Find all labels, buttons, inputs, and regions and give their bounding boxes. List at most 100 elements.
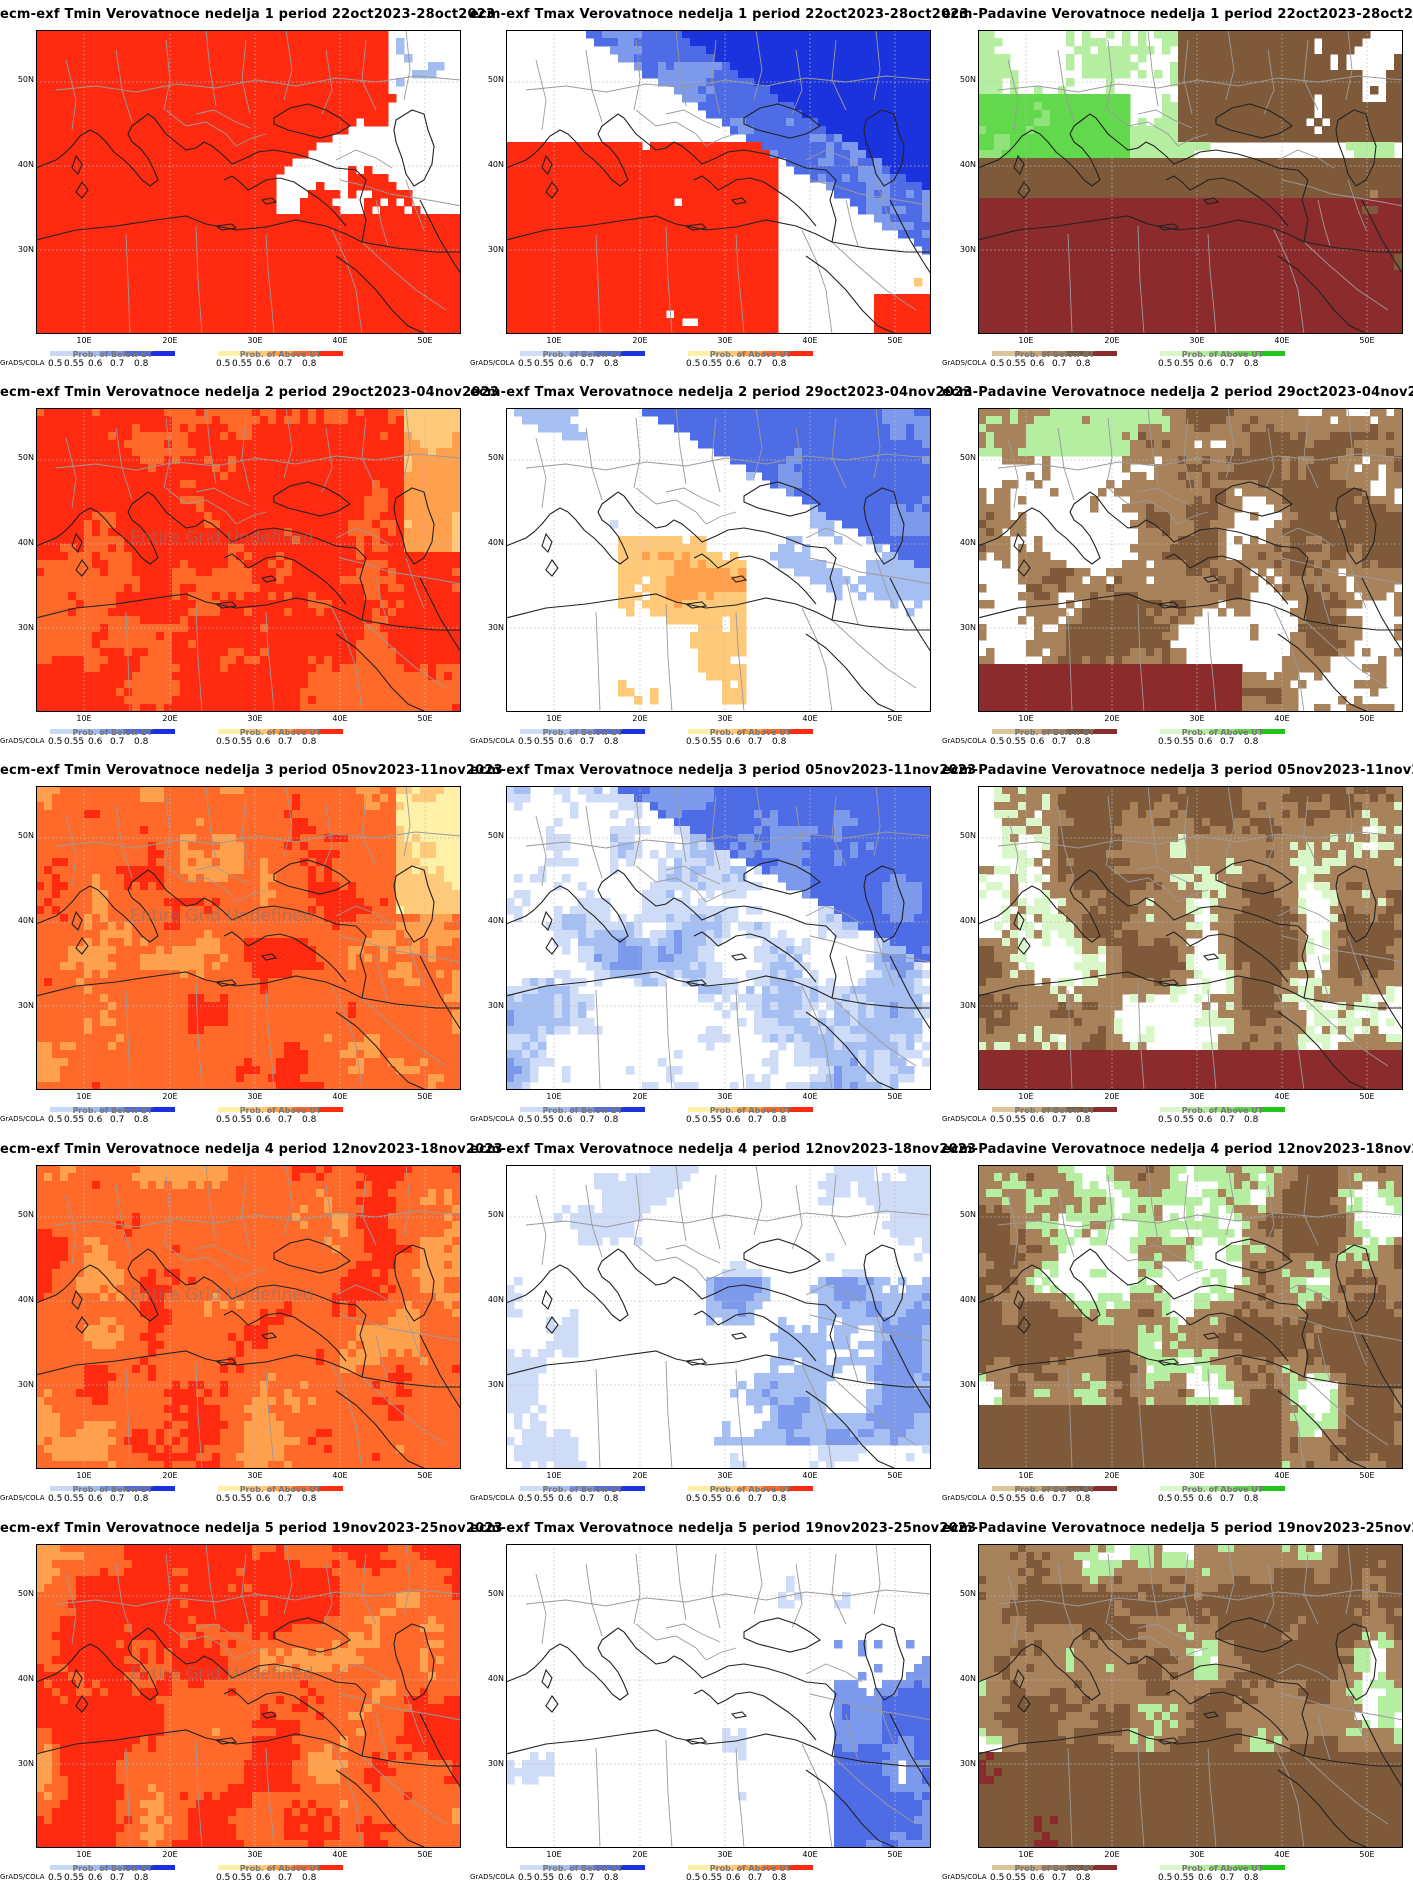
longitude-label: 30E — [240, 1471, 270, 1480]
colorbar-swatch — [520, 1486, 545, 1491]
colorbar-swatch — [1067, 1107, 1092, 1112]
longitude-label: 40E — [795, 1092, 825, 1101]
longitude-label: 30E — [240, 714, 270, 723]
legend: GrADS/COLA Prob. of Below BT 0.5 0.55 0.6 0.7… — [942, 1099, 1412, 1135]
colorbar-tick-label: 0.8 — [604, 359, 618, 369]
colorbar-caption: Prob. of Below BT — [520, 728, 645, 737]
latitude-label: 40N — [946, 538, 976, 547]
colorbar-tick-label: 0.8 — [1244, 359, 1258, 369]
colorbar-tick-label: 0.7 — [1220, 1873, 1234, 1883]
colorbar-tick-label: 0.55 — [1006, 737, 1026, 747]
colorbar-tick-label: 0.7 — [748, 1494, 762, 1504]
panel-title: ecm-exf Tmax Verovatnoce nedelja 1 perio… — [470, 7, 969, 22]
probability-field — [36, 1544, 461, 1848]
latitude-label: 30N — [946, 1380, 976, 1389]
latitude-label: 30N — [946, 245, 976, 254]
colorbar-swatch — [75, 729, 100, 734]
map-panel-precip-week-2: ecm-Padavine Verovatnoce nedelja 2 perio… — [942, 378, 1413, 757]
colorbar-tick-label: 0.7 — [1052, 1873, 1066, 1883]
longitude-label: 10E — [69, 1092, 99, 1101]
longitude-label: 50E — [880, 1092, 910, 1101]
colorbar-tick-label: 0.55 — [1174, 359, 1194, 369]
latitude-label: 40N — [474, 160, 504, 169]
longitude-label: 20E — [155, 714, 185, 723]
colorbar-swatch — [1235, 1865, 1260, 1870]
longitude-label: 50E — [880, 714, 910, 723]
colorbar-tick-label: 0.5 — [518, 1873, 532, 1883]
probability-field — [506, 1576, 931, 1848]
legend: GrADS/COLA Prob. of Below BT 0.5 0.55 0.6 0.7… — [0, 1099, 470, 1135]
colorbar-caption: Prob. of Below BT — [520, 1864, 645, 1873]
colorbar-swatch — [545, 1107, 570, 1112]
colorbar-swatch — [318, 351, 343, 356]
colorbar-swatch — [1260, 1486, 1285, 1491]
colorbar-tick-label: 0.8 — [604, 1115, 618, 1125]
longitude-label: 10E — [539, 1850, 569, 1859]
longitude-label: 30E — [710, 714, 740, 723]
colorbar-tick-label: 0.5 — [216, 359, 230, 369]
colorbar-swatch — [1235, 1486, 1260, 1491]
colorbar-tick-label: 0.6 — [726, 737, 740, 747]
colorbar-swatch — [620, 1865, 645, 1870]
colorbar-tick-label: 0.55 — [702, 1873, 722, 1883]
map-canvas — [506, 1544, 931, 1848]
colorbar-tick-label: 0.55 — [1174, 1873, 1194, 1883]
longitude-label: 40E — [795, 1850, 825, 1859]
longitude-label: 40E — [1267, 336, 1297, 345]
latitude-label: 30N — [474, 245, 504, 254]
latitude-label: 30N — [4, 1001, 34, 1010]
latitude-label: 50N — [474, 831, 504, 840]
latitude-label: 30N — [4, 623, 34, 632]
colorbar-tick-label: 0.6 — [1198, 1873, 1212, 1883]
latitude-label: 30N — [474, 623, 504, 632]
longitude-label: 50E — [410, 1092, 440, 1101]
colorbar-swatch — [570, 1107, 595, 1112]
colorbar-tick-label: 0.55 — [1174, 737, 1194, 747]
colorbar-tick-label: 0.6 — [1030, 359, 1044, 369]
colorbar-tick-label: 0.5 — [518, 737, 532, 747]
longitude-label: 10E — [69, 714, 99, 723]
panel-title: ecm-exf Tmin Verovatnoce nedelja 4 perio… — [0, 1142, 503, 1157]
map-area — [978, 408, 1403, 712]
colorbar-tick-label: 0.6 — [726, 1115, 740, 1125]
longitude-label: 20E — [1097, 714, 1127, 723]
colorbar-tick-label: 0.5 — [1158, 359, 1172, 369]
map-panel-tmin-week-5: ecm-exf Tmin Verovatnoce nedelja 5 perio… — [0, 1514, 503, 1893]
panel-title: ecm-exf Tmax Verovatnoce nedelja 2 perio… — [470, 385, 972, 400]
colorbar-tick-label: 0.55 — [64, 1115, 84, 1125]
colorbar-swatch — [595, 1107, 620, 1112]
colorbar-swatch — [1185, 351, 1210, 356]
colorbar-tick-label: 0.5 — [1158, 1873, 1172, 1883]
colorbar-tick-label: 0.8 — [134, 1494, 148, 1504]
probability-field — [978, 1544, 1403, 1848]
colorbar-tick-label: 0.7 — [278, 1873, 292, 1883]
latitude-label: 50N — [946, 1589, 976, 1598]
longitude-label: 10E — [539, 1092, 569, 1101]
longitude-label: 50E — [1352, 1850, 1382, 1859]
longitude-label: 30E — [710, 1850, 740, 1859]
colorbar-swatch — [1210, 1486, 1235, 1491]
colorbar-swatch — [50, 1107, 75, 1112]
longitude-label: 10E — [1011, 1092, 1041, 1101]
panel-title: ecm-exf Tmax Verovatnoce nedelja 5 perio… — [470, 1521, 976, 1536]
colorbar-tick-label: 0.7 — [278, 359, 292, 369]
colorbar-tick-label: 0.55 — [1174, 1115, 1194, 1125]
colorbar-swatch — [545, 351, 570, 356]
grads-credit: GrADS/COLA — [0, 359, 45, 367]
map-panel-precip-week-1: ecm-Padavine Verovatnoce nedelja 1 perio… — [942, 0, 1413, 379]
longitude-label: 10E — [1011, 1850, 1041, 1859]
colorbar-swatch — [738, 729, 763, 734]
colorbar-tick-label: 0.6 — [1198, 737, 1212, 747]
longitude-label: 10E — [69, 1850, 99, 1859]
colorbar-caption: Prob. of Above UT — [1160, 728, 1285, 737]
colorbar-tick-label: 0.55 — [64, 1494, 84, 1504]
colorbar-swatch — [268, 729, 293, 734]
latitude-label: 40N — [4, 538, 34, 547]
colorbar-swatch — [688, 729, 713, 734]
colorbar-tick-label: 0.55 — [534, 1115, 554, 1125]
colorbar-tick-label: 0.7 — [1052, 1115, 1066, 1125]
longitude-label: 40E — [795, 1471, 825, 1480]
colorbar-swatch — [570, 351, 595, 356]
longitude-label: 50E — [880, 336, 910, 345]
colorbar-swatch — [1260, 729, 1285, 734]
